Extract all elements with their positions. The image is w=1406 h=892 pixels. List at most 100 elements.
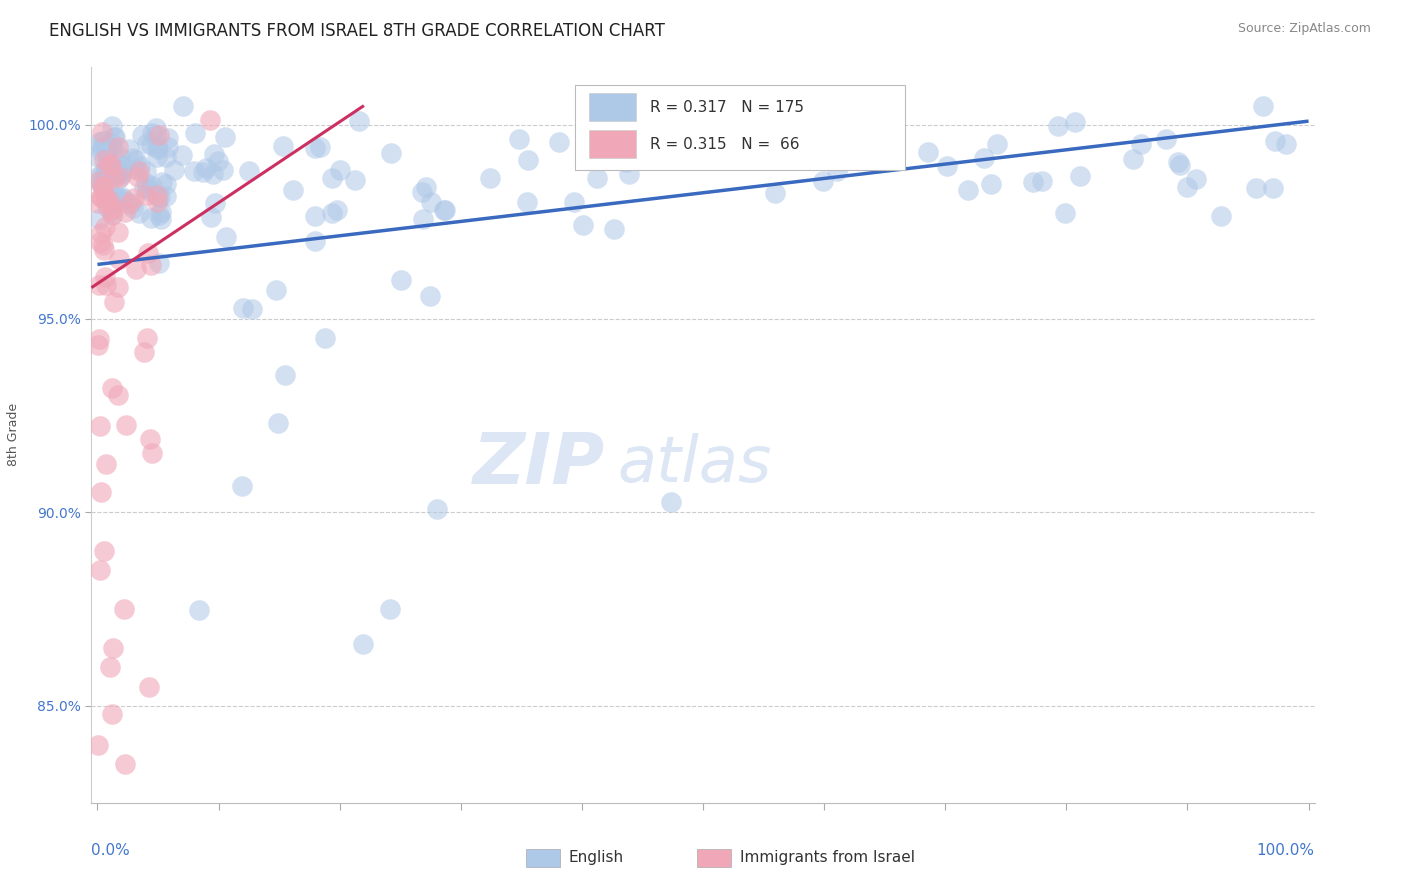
Point <box>240 301 263 316</box>
Point <box>100 204 122 219</box>
Point <box>107 171 129 186</box>
Text: English: English <box>568 850 624 865</box>
Point <box>149 190 172 204</box>
Point <box>103 171 125 186</box>
Point <box>603 222 626 236</box>
Point <box>214 129 236 144</box>
Point <box>87 136 110 150</box>
Point <box>1122 152 1144 166</box>
Point <box>329 162 352 177</box>
Point <box>141 446 163 460</box>
Point <box>96 139 118 153</box>
Point <box>145 150 167 164</box>
Point <box>419 195 441 210</box>
Point <box>103 640 125 655</box>
Point <box>797 139 820 153</box>
Point <box>141 178 163 193</box>
Point <box>389 273 412 287</box>
Point <box>87 174 110 188</box>
Point <box>90 190 112 204</box>
Point <box>1263 180 1285 194</box>
Point <box>426 501 449 516</box>
Point <box>380 145 402 160</box>
Point <box>1170 157 1192 171</box>
Point <box>94 277 117 292</box>
Point <box>112 159 135 173</box>
Point <box>93 243 115 257</box>
Point <box>103 150 125 164</box>
Point <box>90 140 112 154</box>
Point <box>411 186 433 200</box>
Point <box>146 142 169 156</box>
Point <box>87 738 110 752</box>
Point <box>148 128 170 142</box>
Point <box>148 207 170 221</box>
Point <box>108 163 131 178</box>
Point <box>156 131 179 145</box>
Point <box>86 170 108 185</box>
Point <box>101 201 124 215</box>
Point <box>104 129 127 144</box>
Point <box>308 139 330 153</box>
Point <box>91 177 114 191</box>
Point <box>120 196 142 211</box>
Point <box>98 159 121 173</box>
Point <box>94 160 117 174</box>
Point <box>956 183 979 197</box>
Point <box>585 171 607 186</box>
Point <box>195 161 218 176</box>
Point <box>198 112 221 127</box>
Point <box>110 190 132 204</box>
Point <box>619 167 641 181</box>
Point <box>91 178 114 193</box>
Point <box>111 167 134 181</box>
Point <box>108 170 131 185</box>
Point <box>114 757 136 772</box>
Point <box>97 176 120 190</box>
Point <box>150 175 173 189</box>
Point <box>127 169 149 184</box>
Point <box>118 142 141 156</box>
Point <box>86 337 108 351</box>
Point <box>415 179 437 194</box>
Point <box>89 418 111 433</box>
Point <box>141 126 163 140</box>
Point <box>763 186 786 200</box>
Point <box>352 637 374 651</box>
Point <box>183 164 205 178</box>
Bar <box>589 94 636 121</box>
Point <box>132 345 155 359</box>
Point <box>93 238 115 252</box>
Point <box>93 188 115 202</box>
Point <box>96 195 118 210</box>
Point <box>1031 174 1053 188</box>
Point <box>562 195 585 210</box>
Point <box>96 194 118 209</box>
Point <box>100 163 122 178</box>
Point <box>100 381 122 395</box>
Point <box>105 190 128 204</box>
Text: Source: ZipAtlas.com: Source: ZipAtlas.com <box>1237 22 1371 36</box>
Point <box>94 219 117 234</box>
Point <box>136 246 159 260</box>
Point <box>90 485 112 500</box>
Bar <box>589 130 636 158</box>
Point <box>90 190 112 204</box>
Point <box>1130 136 1153 151</box>
Point <box>212 162 235 177</box>
Point <box>149 205 172 219</box>
Point <box>517 153 540 168</box>
Point <box>326 203 349 218</box>
Point <box>98 193 121 207</box>
Point <box>936 159 959 173</box>
Point <box>139 211 162 225</box>
Point <box>145 128 167 143</box>
Point <box>87 332 110 346</box>
Point <box>1251 98 1274 112</box>
Point <box>434 203 457 218</box>
Point <box>132 181 155 195</box>
Point <box>188 603 211 617</box>
Point <box>121 151 143 165</box>
Point <box>93 169 115 183</box>
Point <box>659 495 682 509</box>
